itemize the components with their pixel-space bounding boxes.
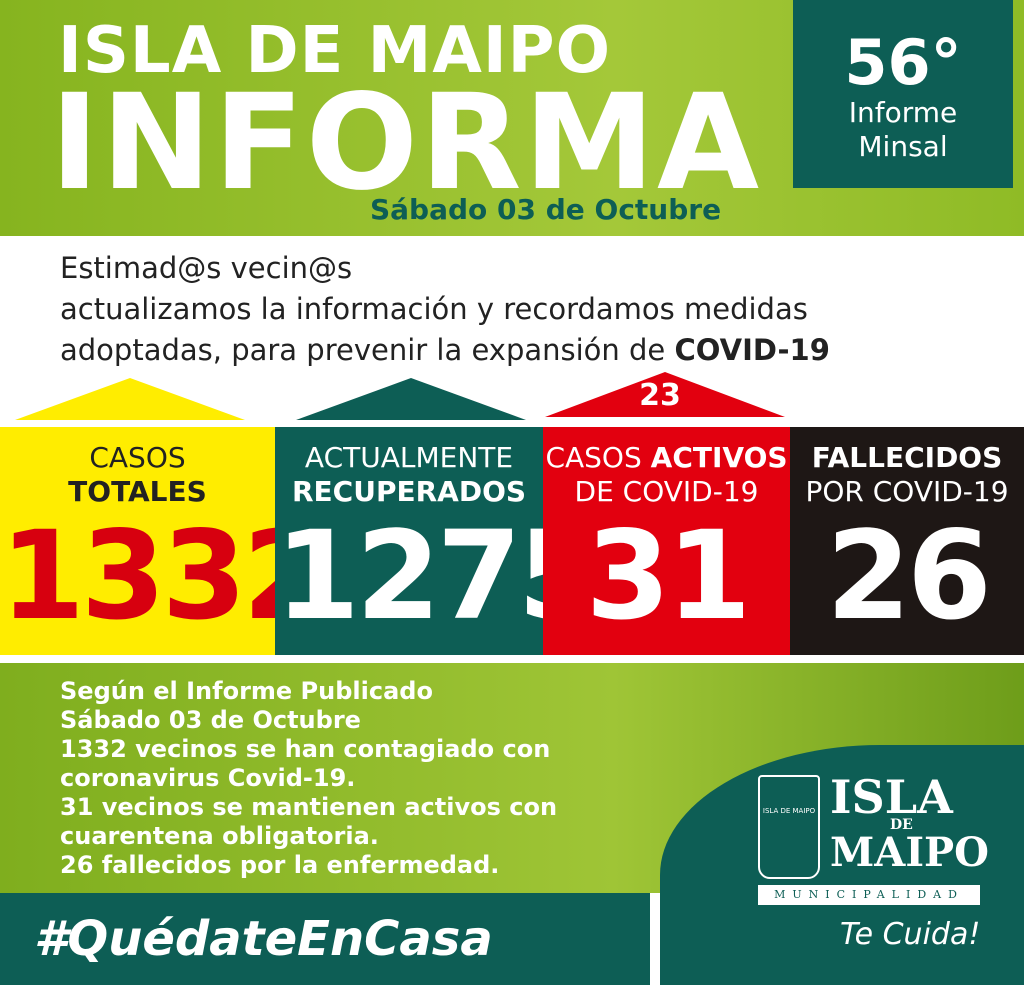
header-title-line1: ISLA DE MAIPO: [58, 14, 611, 88]
panel-total-line2: TOTALES: [68, 475, 207, 508]
summary-line: 26 fallecidos por la enfermedad.: [60, 851, 500, 879]
panel-recovered-header: ACTUALMENTE RECUPERADOS: [275, 441, 543, 509]
red-arrow-icon: [545, 372, 785, 417]
panel-total-cases: CASOS TOTALES 1332: [0, 427, 328, 655]
report-number: 56°: [844, 26, 962, 99]
logo-text-de: DE: [890, 817, 913, 833]
panel-total-value: 1332: [0, 505, 328, 647]
report-badge: 56° Informe Minsal: [793, 0, 1013, 188]
summary-line: Según el Informe Publicado: [60, 677, 433, 705]
intro-text: Estimad@s vecin@s actualizamos la inform…: [60, 248, 830, 371]
header-title-line2: INFORMA: [50, 66, 762, 220]
intro-line1: Estimad@s vecin@s: [60, 251, 353, 285]
report-label2: Minsal: [858, 130, 948, 163]
intro-line3-text: adoptadas, para prevenir la expansión de: [60, 333, 666, 367]
panel-deaths: FALLECIDOS POR COVID-19 26: [790, 427, 1024, 655]
intro-line2: actualizamos la información y recordamos…: [60, 292, 808, 326]
panel-deaths-line1: FALLECIDOS: [811, 441, 1003, 474]
summary-line: 1332 vecinos se han contagiado con: [60, 735, 551, 763]
panel-active-line1a: CASOS: [545, 441, 651, 474]
crest-text: ISLA DE MAIPO: [762, 807, 816, 815]
panel-recovered: ACTUALMENTE RECUPERADOS 1275: [275, 427, 603, 655]
panel-recovered-line1: ACTUALMENTE: [304, 441, 514, 474]
summary-line: Sábado 03 de Octubre: [60, 706, 361, 734]
logo-background: [660, 745, 1024, 985]
panel-deaths-header: FALLECIDOS POR COVID-19: [790, 441, 1024, 509]
yellow-arrow-icon: [15, 378, 245, 420]
panel-active-line1b: ACTIVOS: [650, 441, 788, 474]
hashtag: #QuédateEnCasa: [0, 893, 650, 985]
panel-total-line1: CASOS: [89, 441, 186, 474]
panel-active-header: CASOS ACTIVOS DE COVID-19: [543, 441, 790, 509]
teal-arrow-icon: [296, 378, 526, 420]
summary-line: 31 vecinos se mantienen activos con: [60, 793, 558, 821]
panel-deaths-value: 26: [826, 505, 992, 647]
intro-line3: adoptadas, para prevenir la expansión de…: [60, 330, 830, 371]
report-label1: Informe: [848, 96, 958, 129]
covid-highlight: COVID-19: [674, 333, 830, 367]
logo-text-isla: ISLA: [830, 770, 953, 824]
summary-line: cuarentena obligatoria.: [60, 822, 379, 850]
panel-deaths-line2: POR COVID-19: [805, 475, 1009, 508]
logo-text-maipo: MAIPO: [830, 829, 989, 876]
logo-municipalidad: MUNICIPALIDAD: [758, 885, 980, 905]
panel-total-header: CASOS TOTALES: [0, 441, 275, 509]
panel-active-line2: DE COVID-19: [574, 475, 759, 508]
tagline: Te Cuida!: [840, 917, 981, 952]
crest-icon: ISLA DE MAIPO: [758, 775, 820, 879]
active-arrow-value: 23: [639, 378, 681, 413]
panel-recovered-value: 1275: [275, 505, 603, 647]
panel-recovered-line2: RECUPERADOS: [291, 475, 527, 508]
panel-active: CASOS ACTIVOS DE COVID-19 31: [543, 427, 790, 655]
summary-line: coronavirus Covid-19.: [60, 764, 356, 792]
panel-active-value: 31: [585, 505, 752, 647]
summary-text: Según el Informe Publicado Sábado 03 de …: [60, 677, 557, 880]
header-date: Sábado 03 de Octubre: [370, 193, 722, 226]
logo-text: ISLA DE MAIPO: [830, 770, 989, 876]
